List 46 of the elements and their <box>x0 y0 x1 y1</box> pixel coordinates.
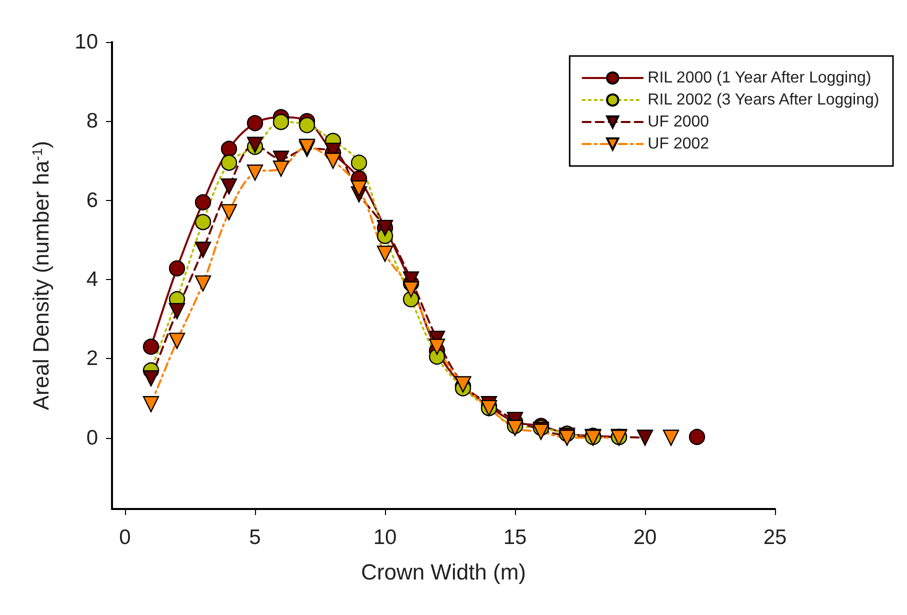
point <box>246 115 264 132</box>
point <box>194 275 212 292</box>
point <box>168 332 186 349</box>
point <box>636 430 654 446</box>
point <box>194 214 212 230</box>
point <box>194 194 212 210</box>
x-tick-label: 15 <box>503 526 527 549</box>
x-tick-label: 0 <box>119 526 131 549</box>
point <box>168 260 186 276</box>
point <box>142 338 160 355</box>
point <box>272 114 290 130</box>
x-tick-label: 5 <box>249 526 261 549</box>
y-tick-label: 6 <box>86 188 98 212</box>
y-tick-label: 0 <box>86 426 98 450</box>
point <box>428 338 446 355</box>
legend-label: RIL 2000 (1 Year After Logging) <box>648 70 872 86</box>
point <box>376 246 394 262</box>
x-tick-label: 10 <box>373 526 397 549</box>
point <box>298 117 316 134</box>
point <box>220 204 238 220</box>
y-tick-label: 4 <box>86 268 98 291</box>
y-axis-title: Areal Density (number ha-1) <box>28 140 54 410</box>
point <box>246 164 264 181</box>
point <box>142 396 160 412</box>
legend-label: UF 2002 <box>648 136 710 152</box>
point <box>688 428 706 446</box>
x-tick-label: 20 <box>633 526 657 549</box>
y-tick-label: 8 <box>86 110 98 133</box>
point <box>402 281 420 298</box>
point <box>220 178 238 195</box>
y-tick-label: 2 <box>86 347 98 370</box>
y-tick-label: 10 <box>74 30 98 54</box>
legend-label: UF 2000 <box>648 114 710 130</box>
point <box>142 370 160 386</box>
point <box>662 430 680 446</box>
x-tick-label: 25 <box>763 526 787 549</box>
point <box>350 180 368 197</box>
legend-label: RIL 2002 (3 Years After Logging) <box>648 92 880 108</box>
point <box>272 160 290 177</box>
point <box>324 152 342 169</box>
x-axis-title: Crown Width (m) <box>360 560 526 584</box>
point <box>220 140 238 157</box>
point <box>194 242 212 258</box>
point <box>220 154 238 171</box>
point <box>350 154 368 171</box>
point <box>168 303 186 320</box>
